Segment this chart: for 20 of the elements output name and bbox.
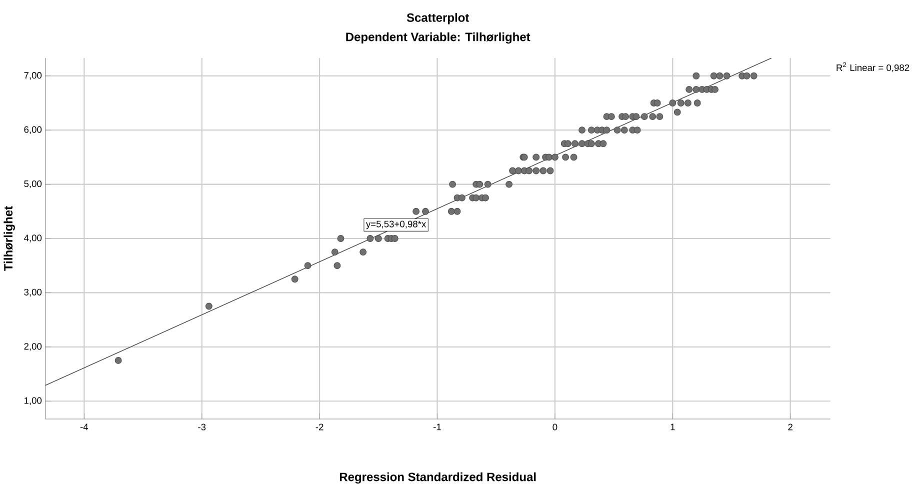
x-tick-label: 2	[788, 424, 792, 430]
x-tick-label: 1	[670, 424, 675, 430]
x-tick-label: -3	[198, 424, 206, 430]
y-tick-label: 3,00	[24, 288, 42, 297]
annotation: y=5,53+0,98*x	[366, 220, 426, 230]
y-tick-label: 2,00	[24, 343, 42, 351]
x-axis-title: Regression Standardized Residual	[340, 472, 536, 484]
chart-subtitle: Dependent Variable: Tilhørlighet	[346, 32, 530, 44]
y-tick-label: 7,00	[24, 72, 42, 80]
y-tick-label: 5,00	[24, 180, 42, 188]
chart-title: Scatterplot	[406, 13, 470, 24]
x-tick-label: -1	[434, 424, 441, 430]
y-tick-label: 4,00	[24, 234, 42, 242]
x-tick-label: -2	[316, 424, 324, 430]
y-tick-label: 6,00	[24, 126, 42, 134]
text: R$^{2}$ Linear = 0,982	[836, 62, 910, 72]
y-tick-label: 1,00	[24, 397, 42, 405]
y-axis-title: Tilhørlighet	[4, 206, 15, 271]
x-tick-label: -4	[80, 424, 88, 430]
x-tick-label: 0	[552, 424, 558, 430]
